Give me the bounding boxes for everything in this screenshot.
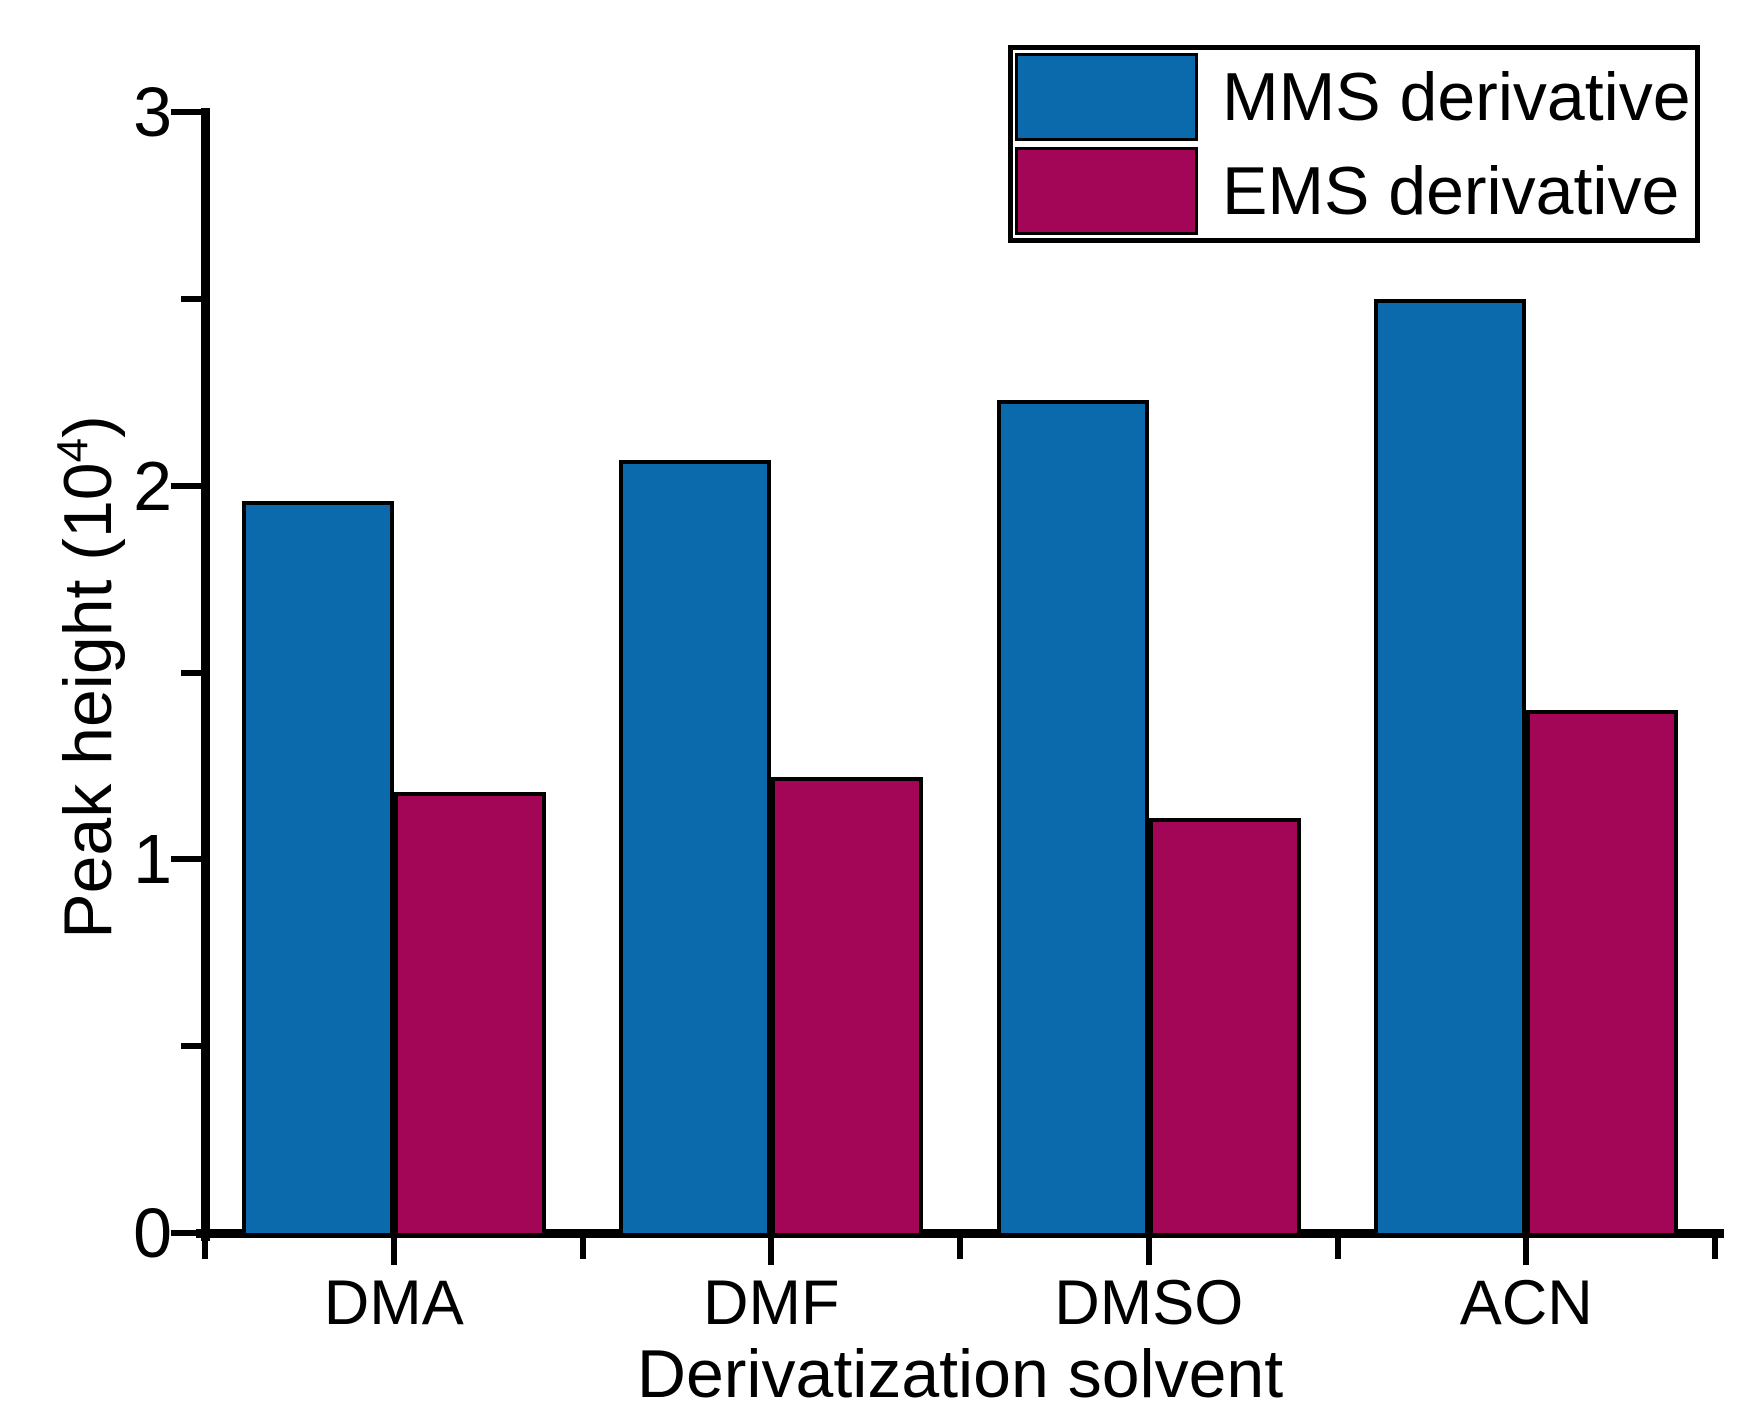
y-axis-title-text: Peak height (10	[50, 462, 126, 939]
y-major-tick-1	[171, 856, 201, 863]
y-axis-line	[201, 108, 210, 1241]
x-tick-label-dma: DMA	[323, 1268, 464, 1338]
bar-mms-dmso	[996, 399, 1149, 1237]
bar-ems-dmf	[771, 777, 924, 1237]
x-tick-label-acn: ACN	[1459, 1268, 1593, 1338]
y-tick-label-3: 3	[133, 73, 172, 151]
y-tick-label-2: 2	[133, 446, 172, 525]
x-major-tick-acn	[1523, 1237, 1530, 1265]
x-boundary-tick-4	[1712, 1237, 1718, 1259]
x-boundary-tick-0	[202, 1237, 208, 1259]
bar-ems-dmso	[1148, 818, 1301, 1237]
x-boundary-tick-1	[579, 1237, 586, 1259]
y-minor-tick-2.5	[181, 295, 201, 302]
y-tick-label-1: 1	[133, 820, 172, 899]
y-major-tick-2	[171, 482, 201, 489]
y-major-tick-0	[171, 1230, 201, 1236]
bar-mms-acn	[1374, 298, 1527, 1237]
bar-mms-dma	[241, 500, 394, 1237]
x-boundary-tick-3	[1334, 1237, 1341, 1259]
legend-entry-mms: MMS derivative	[1015, 52, 1693, 142]
legend: MMS derivative EMS derivative	[1008, 45, 1700, 243]
y-major-tick-3	[171, 109, 201, 115]
y-tick-label-0: 0	[133, 1194, 172, 1272]
x-tick-label-dmso: DMSO	[1054, 1268, 1244, 1338]
y-minor-tick-1.5	[181, 669, 201, 676]
legend-label-mms: MMS derivative	[1222, 59, 1691, 135]
y-minor-tick-0.5	[181, 1043, 201, 1050]
y-axis-title-exponent: 4	[48, 437, 98, 463]
y-axis-title: Peak height (104)	[48, 415, 126, 938]
x-major-tick-dma	[390, 1237, 397, 1265]
bar-mms-dmf	[619, 459, 772, 1237]
legend-swatch-mms	[1015, 53, 1198, 141]
x-major-tick-dmf	[768, 1237, 775, 1265]
x-axis-title: Derivatization solvent	[636, 1336, 1284, 1412]
bar-ems-dma	[393, 792, 546, 1237]
legend-label-ems: EMS derivative	[1222, 153, 1680, 229]
y-axis-title-close: )	[50, 415, 126, 438]
x-major-tick-dmso	[1145, 1237, 1152, 1265]
legend-entry-ems: EMS derivative	[1015, 146, 1693, 236]
x-tick-label-dmf: DMF	[703, 1268, 840, 1338]
legend-swatch-ems	[1015, 147, 1198, 235]
bar-ems-acn	[1526, 709, 1679, 1237]
x-axis-line	[196, 1229, 1724, 1238]
x-boundary-tick-2	[957, 1237, 963, 1259]
